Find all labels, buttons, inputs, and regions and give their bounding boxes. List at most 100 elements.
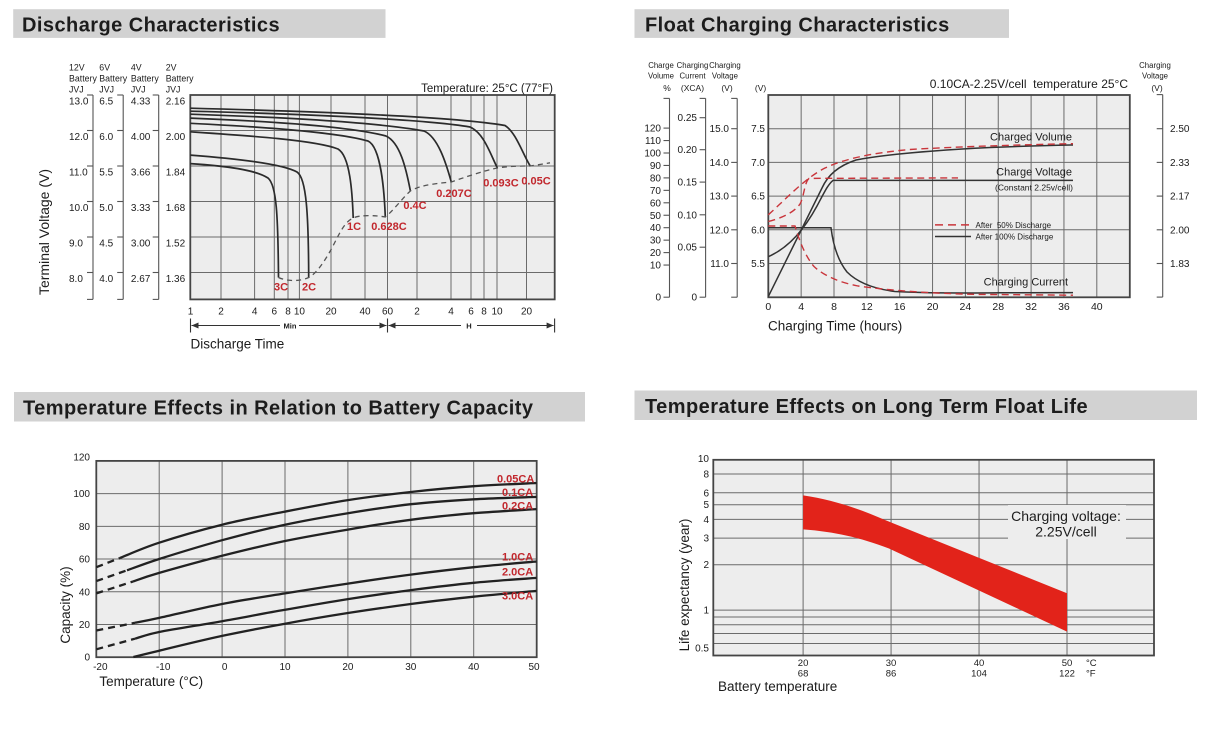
svg-text:0.05C: 0.05C xyxy=(521,176,550,188)
svg-text:8: 8 xyxy=(831,301,837,313)
svg-text:Min: Min xyxy=(284,322,297,331)
svg-text:(V): (V) xyxy=(755,83,767,93)
svg-text:Temperature Effects in Relatio: Temperature Effects in Relation to Batte… xyxy=(23,398,534,420)
svg-text:80: 80 xyxy=(79,522,91,533)
svg-text:11.0: 11.0 xyxy=(69,168,88,179)
svg-text:After 100% Discharge: After 100% Discharge xyxy=(976,232,1054,241)
svg-text:60: 60 xyxy=(382,307,394,318)
svg-text:10: 10 xyxy=(279,662,291,673)
svg-text:20: 20 xyxy=(342,662,354,673)
svg-text:16: 16 xyxy=(894,301,906,313)
svg-text:8: 8 xyxy=(481,307,487,318)
svg-text:80: 80 xyxy=(650,173,662,184)
svg-text:7.5: 7.5 xyxy=(751,124,765,135)
svg-text:4.00: 4.00 xyxy=(131,132,151,143)
svg-text:40: 40 xyxy=(974,658,985,669)
svg-text:0.10CA-2.25V/cell temperature: 0.10CA-2.25V/cell temperature 25°C xyxy=(930,77,1129,91)
svg-text:°C: °C xyxy=(1086,658,1097,669)
svg-text:60: 60 xyxy=(650,198,662,209)
svg-text:0.093C: 0.093C xyxy=(483,178,519,190)
svg-text:°F: °F xyxy=(1086,669,1096,680)
svg-text:0: 0 xyxy=(765,301,771,313)
svg-text:2V: 2V xyxy=(166,63,177,73)
svg-text:12: 12 xyxy=(861,301,873,313)
svg-text:Temperature (°C): Temperature (°C) xyxy=(99,674,203,689)
svg-text:%: % xyxy=(663,83,671,93)
svg-text:0.15: 0.15 xyxy=(678,178,698,189)
svg-text:Charging voltage:: Charging voltage: xyxy=(1011,508,1121,524)
svg-text:2.0CA: 2.0CA xyxy=(502,567,533,579)
svg-text:0.1CA: 0.1CA xyxy=(502,487,533,499)
svg-text:50: 50 xyxy=(650,211,662,222)
svg-text:50: 50 xyxy=(1062,658,1073,669)
svg-text:15.0: 15.0 xyxy=(710,124,730,135)
svg-text:2.00: 2.00 xyxy=(1170,225,1190,236)
svg-text:2.67: 2.67 xyxy=(131,274,151,285)
svg-text:0: 0 xyxy=(84,653,90,664)
svg-text:Charged Volume: Charged Volume xyxy=(990,132,1072,144)
svg-text:13.0: 13.0 xyxy=(69,97,89,108)
svg-text:120: 120 xyxy=(73,453,90,464)
svg-text:1.36: 1.36 xyxy=(166,274,186,285)
svg-text:-20: -20 xyxy=(93,662,108,673)
svg-text:3.66: 3.66 xyxy=(131,168,151,179)
svg-text:H: H xyxy=(466,322,471,331)
svg-text:4: 4 xyxy=(703,515,709,526)
svg-text:(V): (V) xyxy=(721,83,733,93)
svg-text:13.0: 13.0 xyxy=(710,192,730,203)
svg-text:50: 50 xyxy=(528,662,540,673)
svg-text:0: 0 xyxy=(691,293,697,304)
svg-text:Charging: Charging xyxy=(1139,61,1171,70)
svg-text:0.25: 0.25 xyxy=(678,113,698,124)
svg-text:2: 2 xyxy=(414,307,420,318)
svg-text:0.20: 0.20 xyxy=(678,145,698,156)
svg-text:1.83: 1.83 xyxy=(1170,259,1190,270)
svg-text:Battery: Battery xyxy=(99,74,127,84)
svg-text:Charge Voltage: Charge Voltage xyxy=(996,167,1072,179)
svg-text:Battery: Battery xyxy=(131,74,159,84)
svg-text:7.0: 7.0 xyxy=(751,158,765,169)
svg-text:30: 30 xyxy=(405,662,417,673)
svg-text:0: 0 xyxy=(655,293,661,304)
svg-text:Voltage: Voltage xyxy=(712,72,738,81)
svg-text:0: 0 xyxy=(222,662,228,673)
svg-text:3.33: 3.33 xyxy=(131,203,151,214)
svg-text:8: 8 xyxy=(703,469,709,480)
svg-text:4: 4 xyxy=(448,307,454,318)
svg-text:40: 40 xyxy=(1091,301,1103,313)
svg-text:5.0: 5.0 xyxy=(99,203,113,214)
svg-text:4V: 4V xyxy=(131,63,142,73)
svg-text:20: 20 xyxy=(650,248,662,259)
svg-text:40: 40 xyxy=(359,307,371,318)
svg-text:2.25V/cell: 2.25V/cell xyxy=(1035,524,1096,540)
svg-text:(V): (V) xyxy=(1151,83,1163,93)
svg-text:24: 24 xyxy=(960,301,972,313)
svg-text:Discharge Characteristics: Discharge Characteristics xyxy=(22,15,280,37)
svg-text:9.0: 9.0 xyxy=(69,239,83,250)
svg-text:32: 32 xyxy=(1025,301,1037,313)
svg-text:10: 10 xyxy=(698,454,710,465)
svg-text:1: 1 xyxy=(703,606,709,617)
svg-text:Charging Current: Charging Current xyxy=(984,277,1068,289)
svg-text:3.0CA: 3.0CA xyxy=(502,591,533,603)
svg-text:6: 6 xyxy=(703,488,709,499)
svg-text:120: 120 xyxy=(644,124,661,135)
svg-text:20: 20 xyxy=(325,307,337,318)
svg-text:4: 4 xyxy=(252,307,258,318)
svg-text:14.0: 14.0 xyxy=(710,158,730,169)
svg-text:10: 10 xyxy=(491,307,503,318)
svg-text:Battery temperature: Battery temperature xyxy=(718,679,837,694)
svg-text:40: 40 xyxy=(79,587,91,598)
svg-text:40: 40 xyxy=(650,223,662,234)
svg-text:0.10: 0.10 xyxy=(678,210,698,221)
svg-text:4: 4 xyxy=(798,301,804,313)
svg-text:1.84: 1.84 xyxy=(166,168,186,179)
svg-text:1C: 1C xyxy=(347,221,361,233)
svg-text:0.2CA: 0.2CA xyxy=(502,501,533,513)
svg-text:28: 28 xyxy=(992,301,1004,313)
svg-text:Volume: Volume xyxy=(648,72,674,81)
svg-text:20: 20 xyxy=(927,301,939,313)
svg-text:6.5: 6.5 xyxy=(751,192,765,203)
svg-text:JVJ: JVJ xyxy=(99,85,114,95)
svg-text:11.0: 11.0 xyxy=(710,259,729,270)
